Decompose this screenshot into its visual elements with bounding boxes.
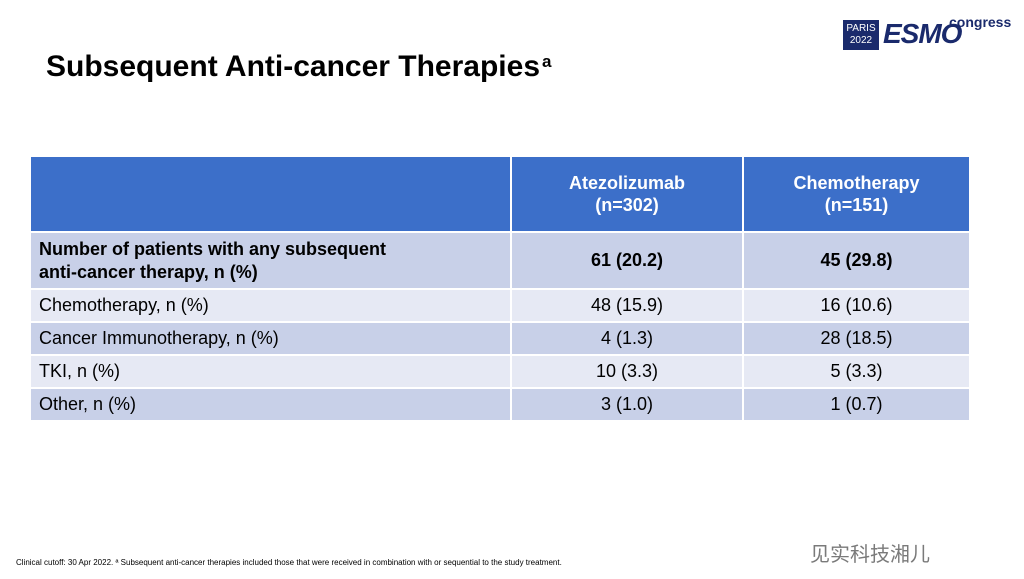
header-atezolizumab: Atezolizumab (n=302) <box>511 157 744 232</box>
cell-chemotherapy: 45 (29.8) <box>743 231 969 289</box>
logo-city-badge: PARIS 2022 <box>843 20 879 50</box>
cell-atezolizumab: 61 (20.2) <box>511 231 744 289</box>
watermark: 见实科技湘儿 <box>810 544 930 566</box>
table-row: TKI, n (%) 10 (3.3) 5 (3.3) <box>31 354 969 388</box>
row-label: Number of patients with any subsequent a… <box>31 231 512 289</box>
therapies-table: Atezolizumab (n=302) Chemotherapy (n=151… <box>31 157 969 420</box>
cell-chemotherapy: 1 (0.7) <box>743 387 969 420</box>
row-label-line1: Number of patients with any subsequent <box>39 238 387 259</box>
row-label-line2: anti-cancer therapy, n (%) <box>39 261 258 282</box>
header-atezolizumab-n: (n=302) <box>595 195 659 215</box>
cell-atezolizumab: 3 (1.0) <box>511 387 744 420</box>
slide-title-text: Subsequent Anti-cancer Therapies <box>46 50 541 83</box>
table-row: Other, n (%) 3 (1.0) 1 (0.7) <box>31 387 969 420</box>
title-footnote-marker: a <box>542 52 552 71</box>
cell-chemotherapy: 28 (18.5) <box>743 321 969 355</box>
row-label: TKI, n (%) <box>31 354 512 388</box>
row-label: Other, n (%) <box>31 387 512 420</box>
table-row: Chemotherapy, n (%) 48 (15.9) 16 (10.6) <box>31 288 969 322</box>
cell-atezolizumab: 4 (1.3) <box>511 321 744 355</box>
cell-chemotherapy: 5 (3.3) <box>743 354 969 388</box>
cell-atezolizumab: 10 (3.3) <box>511 354 744 388</box>
logo-city: PARIS <box>846 23 876 34</box>
header-chemotherapy: Chemotherapy (n=151) <box>743 157 969 232</box>
cell-atezolizumab: 48 (15.9) <box>511 288 744 322</box>
table-header-row: Atezolizumab (n=302) Chemotherapy (n=151… <box>31 157 969 232</box>
row-label: Chemotherapy, n (%) <box>31 288 512 322</box>
logo-year: 2022 <box>849 35 873 46</box>
logo-suffix: congress <box>949 14 1012 30</box>
table-row: Number of patients with any subsequent a… <box>31 231 969 289</box>
header-chemotherapy-n: (n=151) <box>824 195 889 215</box>
logo-brand: ESMO <box>883 18 962 49</box>
header-empty-cell <box>31 157 512 232</box>
table-row: Cancer Immunotherapy, n (%) 4 (1.3) 28 (… <box>31 321 969 355</box>
header-chemotherapy-name: Chemotherapy <box>793 173 920 193</box>
cell-chemotherapy: 16 (10.6) <box>743 288 969 322</box>
slide-title: Subsequent Anti-cancer Therapies a <box>46 50 551 84</box>
row-label: Cancer Immunotherapy, n (%) <box>31 321 512 355</box>
header-atezolizumab-name: Atezolizumab <box>568 173 685 193</box>
footnote: Clinical cutoff: 30 Apr 2022. ª Subseque… <box>16 558 562 567</box>
